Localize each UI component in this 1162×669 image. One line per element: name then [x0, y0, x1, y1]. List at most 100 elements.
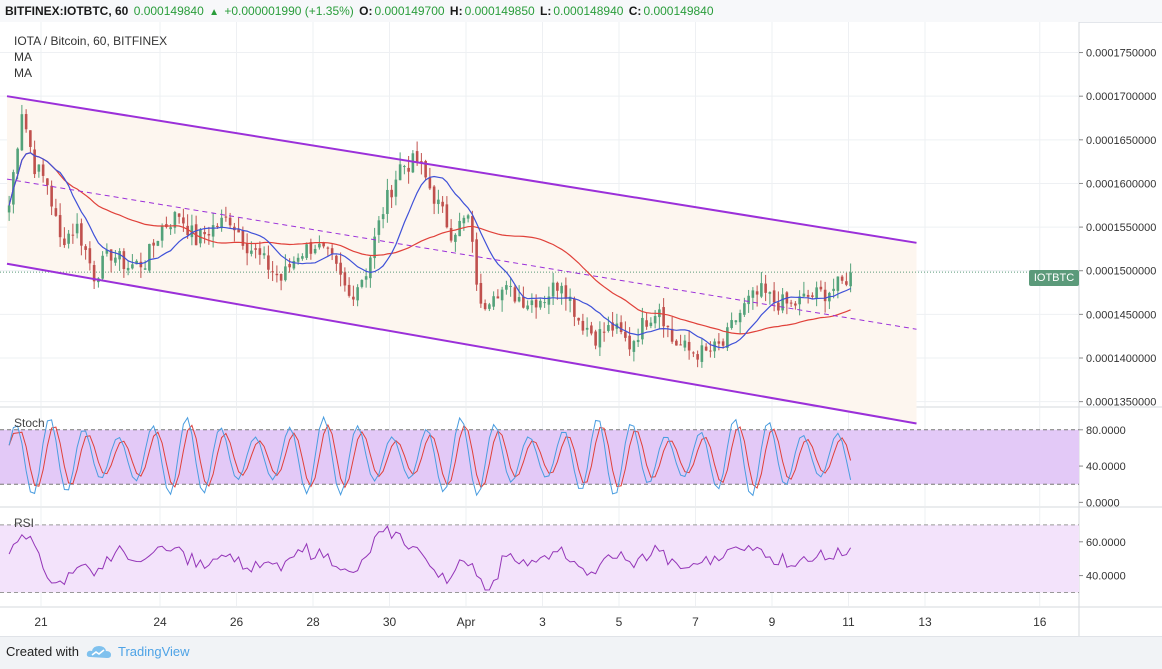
candle-body [41, 164, 45, 176]
candle-body [721, 341, 725, 346]
candle-body [122, 251, 126, 270]
close-value: 0.000149840 [643, 4, 714, 18]
price-chart[interactable]: 21 24 26 28 30 Apr 3 5 7 9 11 13 16 0.0001750000 0.000… [0, 22, 1162, 636]
candle-body [403, 166, 406, 168]
candle-body [148, 243, 151, 271]
time-tick-label: 21 [34, 615, 48, 629]
candle-body [207, 234, 211, 236]
candle-body [611, 322, 614, 331]
legend-ma-2[interactable]: MA [14, 66, 32, 80]
candle-body [301, 256, 304, 259]
candle-body [224, 216, 228, 218]
candle-body [437, 199, 440, 205]
candle-body [386, 189, 389, 214]
candle-body [454, 234, 457, 242]
time-tick-label: 30 [383, 615, 397, 629]
candle-body [279, 273, 283, 281]
candle-body [522, 296, 525, 308]
candle-body [390, 189, 393, 198]
candle-body [275, 273, 279, 276]
candle-body [602, 331, 606, 333]
low-value: 0.000148940 [553, 4, 624, 18]
candle-body [492, 296, 495, 307]
candle-body [199, 229, 202, 244]
candle-body [135, 260, 138, 265]
candle-body [802, 293, 806, 297]
candle-body [411, 153, 415, 173]
candle-body [743, 303, 746, 315]
candle-body [526, 305, 529, 310]
candle-body [683, 340, 687, 348]
candle-body [479, 282, 483, 304]
candle-body [628, 335, 631, 350]
candle-body [203, 232, 206, 235]
time-tick-label: 16 [1033, 615, 1047, 629]
candle-body [216, 225, 219, 227]
candle-body [186, 225, 189, 236]
candle-body [547, 296, 551, 305]
candle-body [585, 327, 589, 330]
candle-body [292, 260, 296, 269]
footer-bar: Created with TradingView [0, 636, 1162, 669]
time-tick-label: 24 [153, 615, 167, 629]
candle-body [581, 320, 585, 331]
candle-body [267, 255, 270, 270]
candle-body [445, 204, 449, 228]
candle-body [509, 285, 512, 287]
last-price-tag: IOTBTC [1029, 270, 1079, 286]
candle-body [109, 249, 113, 261]
candle-body [173, 212, 177, 228]
time-tick-label: 3 [539, 615, 546, 629]
candle-body [326, 247, 330, 249]
price-tick-label: 0.0001400000 [1086, 353, 1156, 365]
low-label: L: [540, 4, 552, 18]
candle-body [258, 248, 262, 255]
candle-body [313, 248, 317, 254]
legend-ma-1[interactable]: MA [14, 50, 32, 64]
candle-body [101, 255, 104, 279]
candle-body [471, 216, 474, 242]
candle-body [63, 238, 66, 246]
candle-body [517, 297, 521, 302]
candle-body [105, 249, 109, 254]
price-tick-label: 0.0001500000 [1086, 266, 1156, 278]
price-change: +0.000001990 (+1.35%) [224, 4, 354, 18]
stoch-pane-label[interactable]: Stoch [14, 416, 45, 430]
rsi-pane-label[interactable]: RSI [14, 516, 35, 530]
price-tick-label: 0.0001700000 [1086, 91, 1156, 103]
candle-body [330, 248, 334, 254]
candle-body [798, 296, 801, 305]
candle-body [607, 325, 610, 331]
candle-body [496, 296, 500, 299]
candle-body [543, 302, 546, 304]
symbol-label[interactable]: BITFINEX:IOTBTC, 60 [5, 4, 129, 18]
candle-body [687, 341, 691, 351]
candle-body [734, 320, 738, 323]
candle-body [751, 290, 755, 298]
candle-body [449, 228, 453, 241]
chart-legend-title[interactable]: IOTA / Bitcoin, 60, BITFINEX [14, 34, 168, 48]
candle-body [709, 350, 712, 352]
price-tick-label: 0.0001750000 [1086, 48, 1156, 60]
candle-body [556, 282, 559, 291]
candle-body [182, 217, 185, 224]
symbol-info-bar: BITFINEX:IOTBTC, 60 0.000149840 ▲ +0.000… [0, 0, 1162, 23]
candle-body [347, 284, 351, 296]
time-tick-label: 5 [616, 615, 623, 629]
candle-body [33, 149, 36, 175]
candle-body [772, 290, 776, 303]
ma-slow-line [8, 152, 851, 335]
candle-body [692, 352, 695, 354]
tradingview-brand-link[interactable]: TradingView [118, 644, 190, 659]
candle-body [80, 223, 83, 246]
candle-body [84, 246, 87, 250]
candle-body [118, 251, 121, 260]
candle-body [551, 282, 555, 297]
candle-body [534, 299, 538, 308]
candle-body [131, 264, 134, 269]
candle-body [360, 280, 364, 287]
candle-body [352, 296, 355, 300]
candle-body [407, 167, 410, 172]
close-label: C: [628, 4, 642, 18]
ma-fast-line [8, 152, 851, 349]
